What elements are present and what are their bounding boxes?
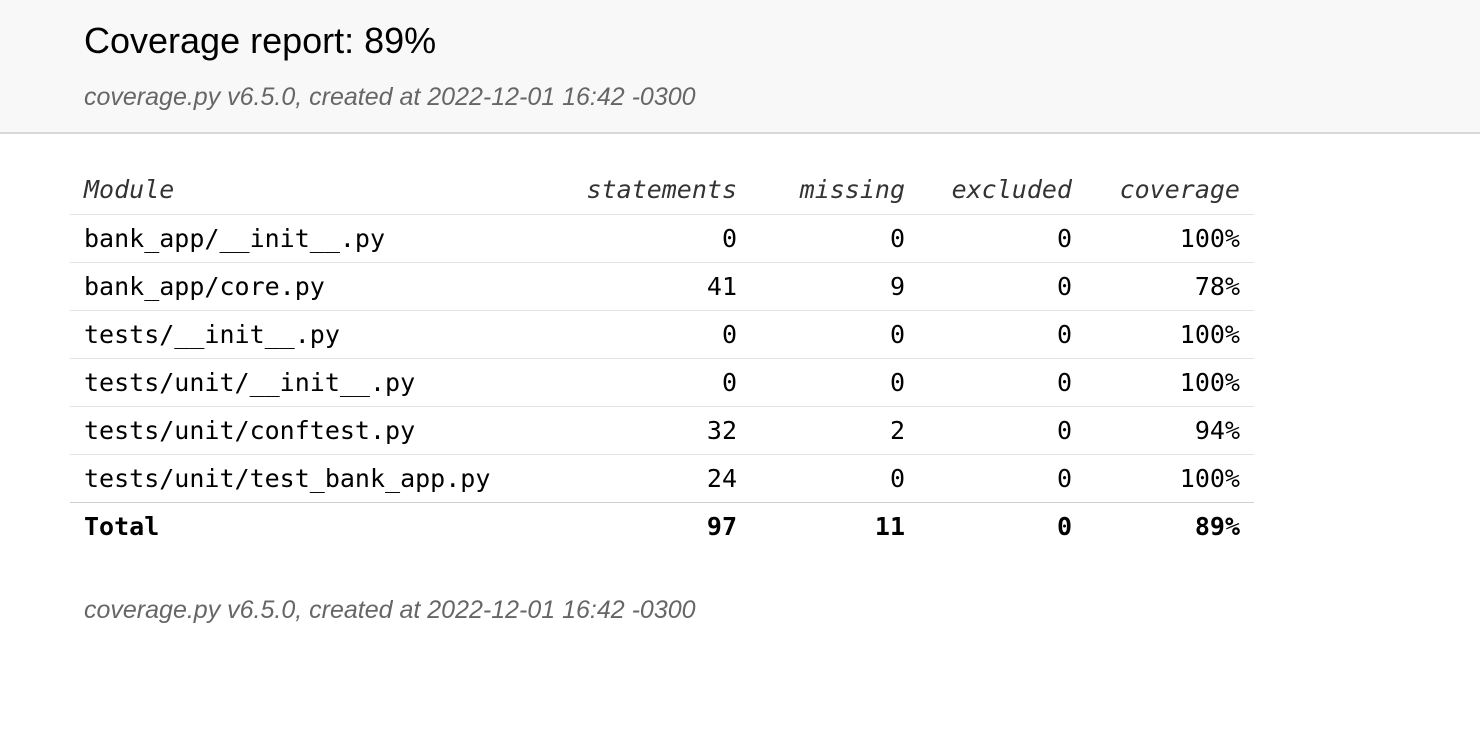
- column-header-module[interactable]: Module: [70, 166, 554, 215]
- missing-cell: 9: [751, 262, 919, 311]
- missing-cell: 0: [751, 358, 919, 407]
- table-row: tests/unit/conftest.py 32 2 0 94%: [70, 406, 1254, 455]
- statements-cell: 0: [554, 310, 751, 359]
- missing-cell: 0: [751, 454, 919, 503]
- column-header-missing[interactable]: missing: [751, 166, 919, 215]
- total-statements: 97: [706, 511, 737, 541]
- column-header-coverage[interactable]: coverage: [1086, 166, 1254, 215]
- total-row: Total 97 11 0 89%: [70, 502, 1254, 550]
- table-row: bank_app/__init__.py 0 0 0 100%: [70, 214, 1254, 263]
- table-header-row: Module statements missing excluded cover…: [70, 166, 1254, 215]
- coverage-table: Module statements missing excluded cover…: [70, 166, 1254, 550]
- module-link[interactable]: tests/unit/__init__.py: [70, 358, 554, 407]
- page-title: Coverage report: 89%: [84, 20, 437, 61]
- footer-meta-text: coverage.py v6.5.0, created at 2022-12-0…: [84, 596, 696, 624]
- total-coverage: 89%: [1194, 511, 1240, 541]
- column-header-excluded[interactable]: excluded: [919, 166, 1086, 215]
- report-header: Coverage report: 89% coverage.py v6.5.0,…: [0, 0, 1480, 134]
- statements-cell: 24: [554, 454, 751, 503]
- total-missing: 11: [874, 511, 905, 541]
- coverage-cell: 94%: [1086, 406, 1254, 455]
- statements-cell: 0: [554, 214, 751, 263]
- statements-cell: 41: [554, 262, 751, 311]
- statements-cell: 0: [554, 358, 751, 407]
- coverage-cell: 100%: [1086, 214, 1254, 263]
- module-link[interactable]: bank_app/__init__.py: [70, 214, 554, 263]
- header-meta-text: coverage.py v6.5.0, created at 2022-12-0…: [84, 83, 696, 111]
- coverage-cell: 78%: [1086, 262, 1254, 311]
- missing-cell: 0: [751, 310, 919, 359]
- statements-cell: 32: [554, 406, 751, 455]
- table-row: tests/__init__.py 0 0 0 100%: [70, 310, 1254, 359]
- total-label: Total: [84, 511, 160, 541]
- module-link[interactable]: tests/__init__.py: [70, 310, 554, 359]
- coverage-cell: 100%: [1086, 358, 1254, 407]
- module-link[interactable]: tests/unit/test_bank_app.py: [70, 454, 554, 503]
- coverage-cell: 100%: [1086, 310, 1254, 359]
- total-excluded: 0: [1056, 511, 1072, 541]
- excluded-cell: 0: [919, 262, 1086, 311]
- excluded-cell: 0: [919, 310, 1086, 359]
- missing-cell: 2: [751, 406, 919, 455]
- table-row: tests/unit/test_bank_app.py 24 0 0 100%: [70, 454, 1254, 503]
- column-header-statements[interactable]: statements: [554, 166, 751, 215]
- excluded-cell: 0: [919, 454, 1086, 503]
- missing-cell: 0: [751, 214, 919, 263]
- table-row: bank_app/core.py 41 9 0 78%: [70, 262, 1254, 311]
- table-row: tests/unit/__init__.py 0 0 0 100%: [70, 358, 1254, 407]
- excluded-cell: 0: [919, 406, 1086, 455]
- module-link[interactable]: tests/unit/conftest.py: [70, 406, 554, 455]
- coverage-cell: 100%: [1086, 454, 1254, 503]
- module-link[interactable]: bank_app/core.py: [70, 262, 554, 311]
- excluded-cell: 0: [919, 214, 1086, 263]
- excluded-cell: 0: [919, 358, 1086, 407]
